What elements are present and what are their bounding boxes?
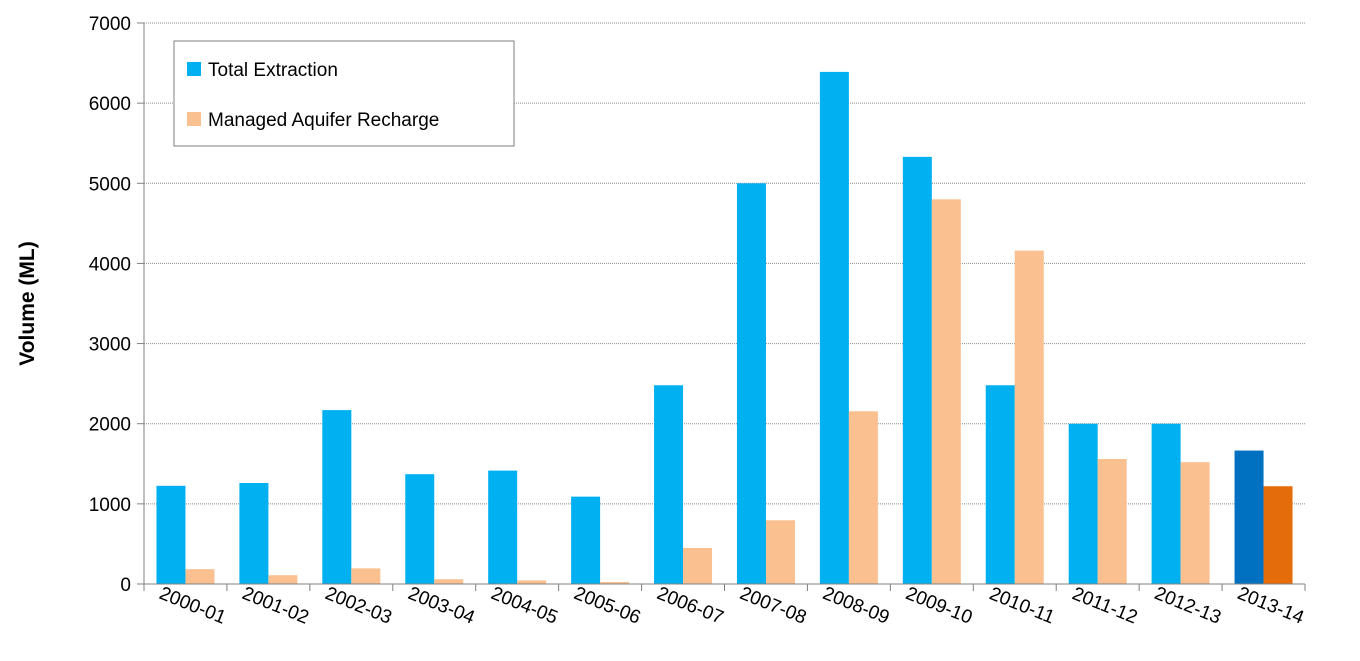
x-tick-label: 2004-05: [488, 583, 561, 629]
y-tick-label: 5000: [89, 174, 131, 195]
legend: Total Extraction Managed Aquifer Recharg…: [173, 40, 515, 147]
legend-swatch-managed-aquifer-recharge: [187, 112, 201, 126]
y-tick-label: 3000: [89, 335, 131, 356]
bar-total-extraction: [1234, 450, 1264, 584]
x-tick-label: 2003-04: [405, 583, 478, 629]
bar-total-extraction: [405, 474, 435, 584]
bar-total-extraction: [654, 385, 684, 584]
bar-managed-aquifer-recharge: [931, 199, 961, 584]
gridlines: [144, 22, 1305, 505]
x-tick-label: 2007-08: [737, 583, 810, 629]
bar-managed-aquifer-recharge: [1014, 250, 1044, 585]
bar-managed-aquifer-recharge: [434, 579, 464, 584]
bar-managed-aquifer-recharge: [600, 582, 630, 584]
x-tick-label: 2009-10: [903, 583, 976, 629]
x-tick-label: 2001-02: [239, 583, 312, 629]
bar-managed-aquifer-recharge: [765, 520, 795, 584]
y-tick-label: 0: [120, 575, 131, 596]
x-tick-label: 2006-07: [654, 583, 727, 629]
x-tick-label: 2000-01: [156, 583, 229, 629]
bar-total-extraction: [239, 483, 269, 584]
x-tick-label: 2005-06: [571, 583, 644, 629]
bar-total-extraction: [488, 470, 518, 584]
y-axis-title: Volume (ML): [16, 241, 39, 365]
bar-total-extraction: [1068, 423, 1098, 584]
bar-total-extraction: [571, 496, 601, 584]
y-tick-label: 2000: [89, 415, 131, 436]
bar-managed-aquifer-recharge: [351, 568, 381, 584]
bar-managed-aquifer-recharge: [268, 575, 298, 584]
bar-total-extraction: [902, 156, 932, 584]
legend-box: [173, 40, 515, 147]
bar-total-extraction: [322, 410, 352, 584]
bar-total-extraction: [736, 183, 766, 585]
legend-swatch-total-extraction: [187, 62, 201, 76]
axes: [137, 22, 1306, 591]
bar-managed-aquifer-recharge: [185, 569, 215, 584]
bar-managed-aquifer-recharge: [517, 580, 547, 584]
bar-managed-aquifer-recharge: [1263, 486, 1293, 584]
y-tick-label: 1000: [89, 495, 131, 516]
bars: [156, 71, 1293, 585]
x-tick-label: 2010-11: [986, 583, 1057, 628]
bar-managed-aquifer-recharge: [848, 411, 878, 584]
bar-total-extraction: [819, 71, 849, 584]
bar-total-extraction: [156, 485, 186, 584]
legend-label-total-extraction: Total Extraction: [208, 60, 338, 81]
x-tick-label: 2008-09: [820, 583, 893, 629]
x-tick-label: 2013-14: [1234, 583, 1307, 629]
bar-total-extraction: [985, 385, 1015, 584]
y-tick-label: 7000: [89, 14, 131, 35]
bar-total-extraction: [1151, 423, 1181, 584]
bar-managed-aquifer-recharge: [683, 547, 713, 584]
x-tick-label: 2012-13: [1151, 583, 1224, 629]
y-tick-label: 6000: [89, 94, 131, 115]
x-tick-label: 2002-03: [322, 583, 395, 629]
y-tick-label: 4000: [89, 254, 131, 275]
bar-managed-aquifer-recharge: [1180, 462, 1210, 584]
legend-label-managed-aquifer-recharge: Managed Aquifer Recharge: [208, 110, 439, 131]
bar-managed-aquifer-recharge: [1097, 458, 1127, 584]
x-tick-label: 2011-12: [1069, 583, 1140, 628]
